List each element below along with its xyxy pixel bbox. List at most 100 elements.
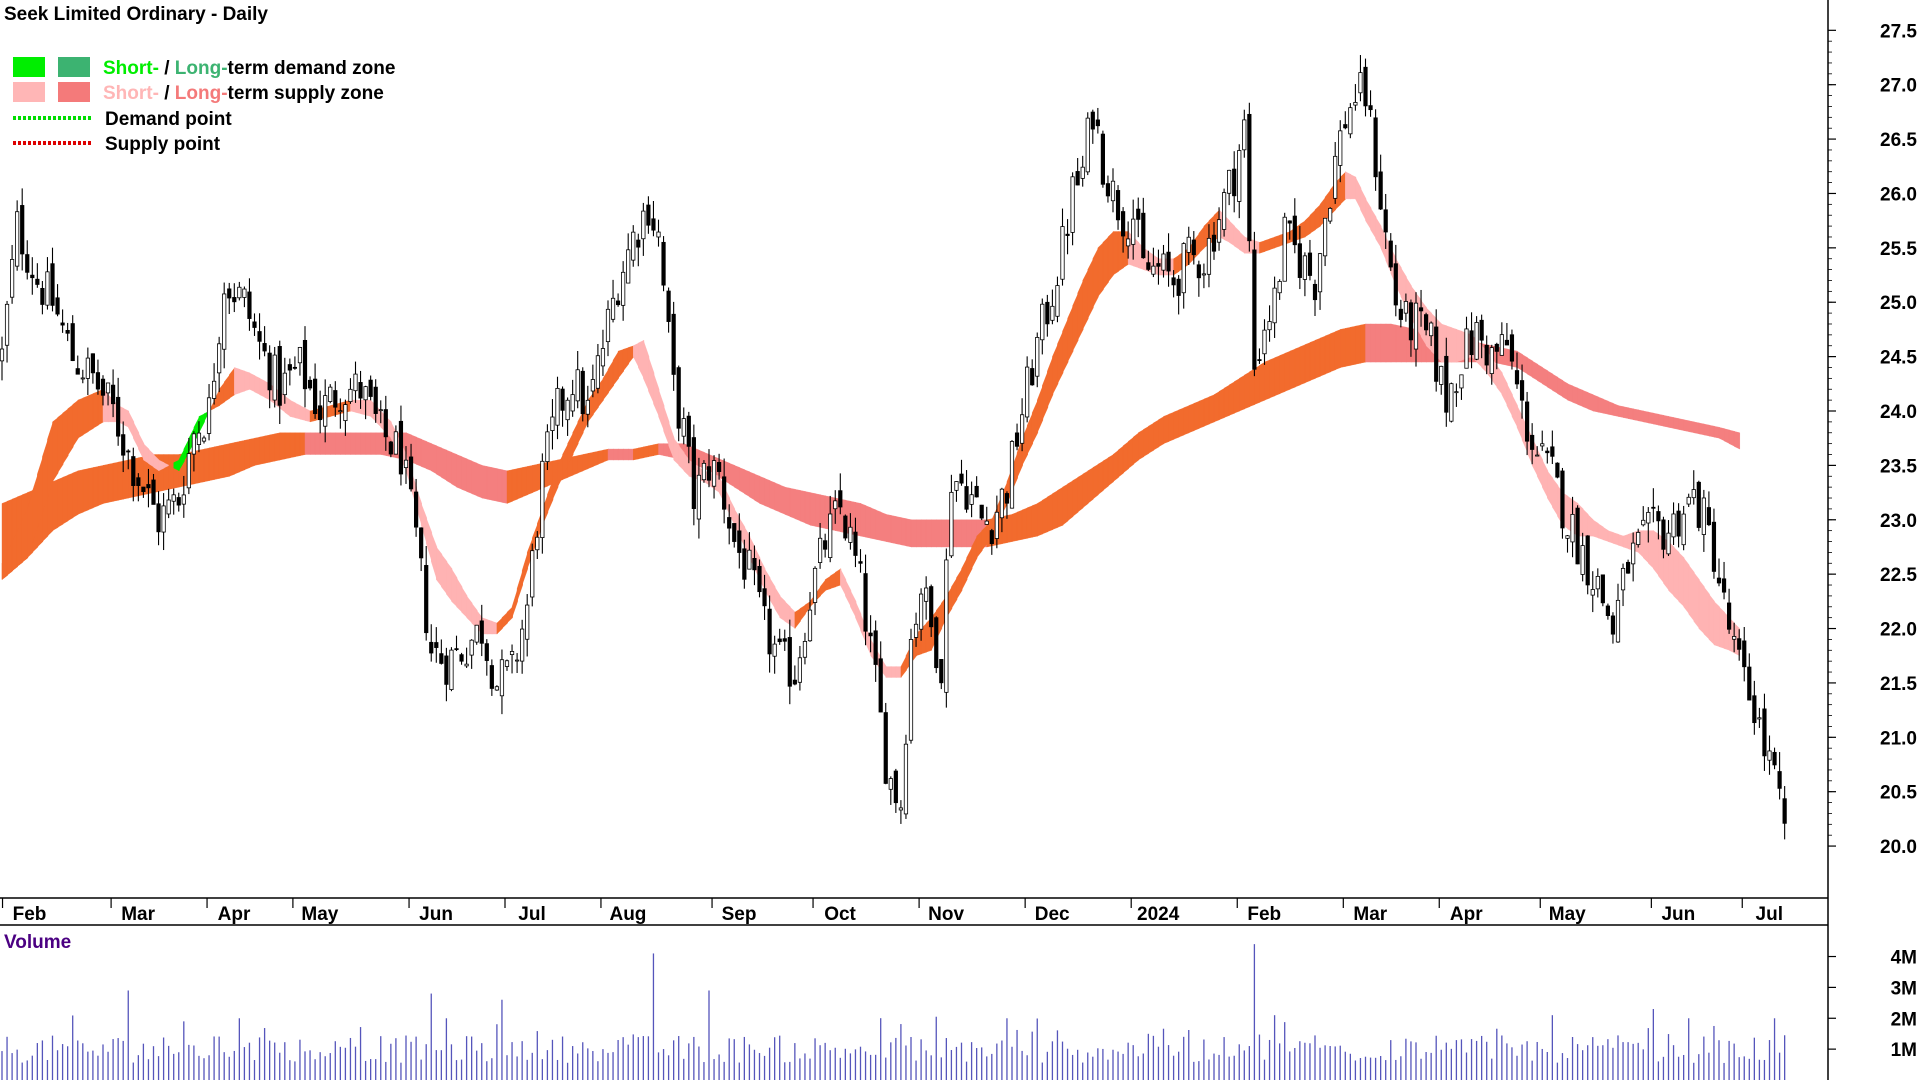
short-term-zone-segment	[1304, 214, 1311, 238]
candle-body-up	[969, 494, 974, 505]
candle-body-up	[1666, 532, 1671, 555]
long-term-zone-segment	[582, 453, 589, 472]
candle-body-down	[156, 503, 161, 533]
short-term-zone-segment	[511, 588, 518, 618]
long-term-zone-segment	[1324, 333, 1331, 375]
candle-body-down	[25, 254, 30, 273]
candle-body-up	[520, 628, 525, 662]
date-tick-label: Mar	[121, 904, 155, 925]
volume-label: Volume	[4, 932, 71, 953]
candle-body-up	[499, 659, 505, 697]
long-term-zone-segment	[1057, 486, 1064, 528]
short-term-zone-segment	[1052, 343, 1059, 395]
long-term-zone-segment	[203, 447, 210, 482]
long-term-zone-segment	[1542, 367, 1549, 388]
long-term-zone-segment	[1587, 392, 1594, 412]
long-term-zone-segment	[1031, 503, 1039, 538]
long-term-zone-segment	[1612, 403, 1619, 417]
short-term-zone-segment	[1264, 238, 1271, 252]
candle-body-up	[1050, 305, 1055, 321]
short-term-zone-segment	[37, 456, 44, 528]
long-term-zone-segment	[223, 443, 231, 478]
candle-body-up	[348, 388, 353, 403]
date-tick-label: Sep	[722, 904, 757, 925]
date-tick-label: Nov	[928, 904, 964, 925]
long-term-zone-segment	[1536, 363, 1544, 385]
short-term-zone-segment	[1314, 203, 1321, 231]
short-term-zone-segment	[32, 474, 39, 543]
long-term-zone-segment	[1213, 391, 1220, 423]
candle-body-up	[1060, 226, 1065, 280]
long-term-zone-segment	[532, 464, 539, 493]
date-axis: Feb Mar Apr May Jun Jul Aug Sep Oct Nov Dec 2024 Feb…	[1, 898, 1783, 925]
long-term-zone-segment	[1390, 323, 1397, 363]
candle-body-up	[888, 778, 893, 790]
candle-body-down	[1721, 578, 1727, 593]
long-term-zone-segment	[870, 507, 877, 540]
candle-body-down	[1560, 470, 1565, 529]
candle-body-down	[368, 379, 373, 397]
short-term-zone-segment	[1340, 171, 1347, 205]
candle-body-up	[1020, 414, 1025, 444]
candle-body-up	[1282, 216, 1287, 282]
candle-body-down	[1065, 233, 1070, 236]
candle-body-down	[257, 331, 262, 342]
long-term-zone-segment	[1708, 424, 1715, 438]
long-term-zone-segment	[1218, 387, 1225, 420]
long-term-zone-segment	[1673, 417, 1680, 430]
candle-body-up	[1499, 334, 1504, 356]
candle-body-up	[393, 431, 399, 455]
long-term-zone-segment	[168, 454, 175, 490]
candle-body-down	[1368, 105, 1373, 111]
long-term-zone-segment	[274, 432, 281, 462]
long-term-zone-segment	[1668, 416, 1675, 429]
candle-body-up	[343, 404, 348, 422]
candle-body-up	[575, 369, 580, 402]
long-term-zone-segment	[1597, 396, 1604, 414]
long-term-zone-segment	[1334, 329, 1342, 370]
long-term-zone-segment	[1663, 415, 1670, 428]
long-term-zone-segment	[729, 462, 736, 488]
candle-body-down	[1656, 511, 1661, 522]
candle-body-down	[111, 384, 116, 405]
long-term-zone-segment	[1188, 403, 1195, 434]
candle-body-up	[1151, 265, 1156, 275]
price-tick-label: 26.0	[1880, 184, 1917, 205]
long-term-zone-segment	[511, 468, 518, 502]
candle-body-down	[1514, 370, 1520, 385]
short-term-zone-segment	[1082, 269, 1089, 330]
candle-body-down	[737, 530, 742, 553]
candle-body-down	[60, 322, 65, 326]
long-term-zone-segment	[1087, 467, 1094, 504]
long-term-zone-segment	[1092, 463, 1099, 500]
short-term-zone-segment	[966, 546, 973, 580]
short-term-zone-segment	[1112, 231, 1119, 276]
candle-body-down	[1075, 171, 1080, 186]
short-term-zone-segment	[521, 552, 528, 586]
candle-body-up	[1691, 489, 1696, 499]
candle-body-down	[1555, 462, 1560, 478]
short-term-zone-segment	[1648, 530, 1655, 570]
long-term-zone-segment	[799, 490, 806, 524]
long-term-zone-segment	[446, 449, 453, 485]
long-term-zone-segment	[279, 432, 286, 461]
long-term-zone-segment	[1723, 428, 1730, 444]
candle-body-up	[181, 494, 186, 505]
candle-body-down	[661, 241, 666, 286]
long-term-zone-segment	[1259, 361, 1266, 403]
short-term-zone-segment	[890, 666, 897, 678]
candle-body-up	[1181, 243, 1186, 294]
short-term-zone-segment	[62, 408, 69, 465]
long-term-zone-segment	[1183, 405, 1190, 436]
candle-body-down	[616, 300, 621, 306]
long-term-zone-segment	[1269, 357, 1276, 399]
short-term-zone-segment	[441, 553, 448, 595]
candle-body-down	[50, 263, 55, 306]
long-term-zone-segment	[663, 443, 670, 457]
short-term-zone-segment	[6, 541, 13, 576]
candle-body-up	[1615, 599, 1621, 643]
long-term-zone-segment	[1274, 355, 1281, 397]
short-term-zone-segment	[1698, 579, 1705, 635]
candle-body-up	[1222, 192, 1227, 230]
short-term-zone-segment	[622, 347, 629, 372]
